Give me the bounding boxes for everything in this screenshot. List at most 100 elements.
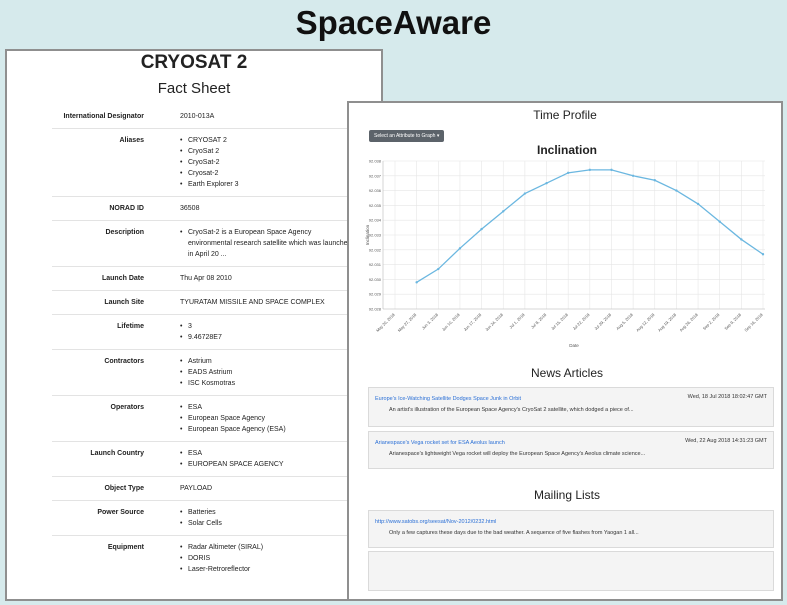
- fact-value-item: Solar Cells: [180, 518, 352, 529]
- x-tick-label: Jun 3, 2018: [421, 312, 440, 331]
- data-point: [653, 179, 656, 182]
- caret-down-icon: ▾: [436, 133, 440, 139]
- fact-value-item: EADS Astrium: [180, 367, 352, 378]
- fact-row: Launch Site TYURATAM MISSILE AND SPACE CO…: [52, 290, 352, 314]
- fact-label: Power Source: [97, 509, 144, 516]
- data-point: [675, 189, 678, 192]
- fact-label: Operators: [110, 404, 144, 411]
- y-tick-label: 92.029: [369, 292, 382, 297]
- fact-label: Launch Site: [104, 299, 144, 306]
- fact-label: Equipment: [107, 544, 144, 551]
- x-tick-label: Aug 26, 2018: [678, 312, 699, 333]
- data-point: [740, 238, 743, 241]
- fact-value-item: European Space Agency: [180, 413, 352, 424]
- news-date: Wed, 18 Jul 2018 18:02:47 GMT: [687, 394, 767, 400]
- fact-value: BatteriesSolar Cells: [180, 507, 352, 529]
- fact-value-item: CRYOSAT 2: [180, 135, 352, 146]
- x-axis-label: Date: [569, 343, 579, 348]
- mailing-card: http://www.satobs.org/seesat/Nov-2012/02…: [368, 510, 774, 548]
- data-point: [502, 210, 505, 213]
- news-articles-title: News Articles: [530, 366, 604, 380]
- fact-value: AstriumEADS AstriumISC Kosmotras: [180, 356, 352, 389]
- fact-value-item: Radar Altimeter (SIRAL): [180, 542, 352, 553]
- chart-title: Inclination: [537, 143, 597, 157]
- fact-value-item: Laser-Retroreflector: [180, 564, 352, 575]
- fact-row: Power Source BatteriesSolar Cells: [52, 500, 352, 535]
- mailing-card: [368, 551, 774, 591]
- fact-value: TYURATAM MISSILE AND SPACE COMPLEX: [180, 299, 325, 306]
- fact-label: Contractors: [104, 358, 144, 365]
- x-tick-label: Jul 22, 2018: [572, 312, 591, 331]
- fact-row: NORAD ID 36508: [52, 196, 352, 220]
- fact-value-item: ISC Kosmotras: [180, 378, 352, 389]
- news-card: Europe's Ice-Watching Satellite Dodges S…: [368, 387, 774, 427]
- y-tick-label: 92.028: [369, 307, 382, 312]
- x-tick-label: Jul 29, 2018: [593, 312, 612, 331]
- fact-label: International Designator: [63, 113, 144, 120]
- y-tick-label: 92.031: [369, 262, 382, 267]
- fact-row: Object Type PAYLOAD: [52, 476, 352, 500]
- fact-label: Launch Country: [90, 450, 144, 457]
- satellite-name: CRYOSAT 2: [140, 52, 248, 73]
- fact-value: CryoSat-2 is a European Space Agency env…: [180, 227, 352, 260]
- fact-value-item: Earth Explorer 3: [180, 179, 352, 190]
- x-tick-label: Aug 19, 2018: [657, 312, 678, 333]
- y-tick-label: 92.034: [369, 218, 382, 223]
- x-tick-label: Jul 8, 2018: [530, 312, 548, 330]
- y-tick-label: 92.037: [369, 173, 382, 178]
- mailing-snippet: Only a few captures these days due to th…: [389, 530, 639, 536]
- fact-value-item: Batteries: [180, 507, 352, 518]
- y-tick-label: 92.035: [369, 203, 382, 208]
- fact-value-item: 3: [180, 321, 352, 332]
- data-point: [523, 192, 527, 195]
- x-tick-label: Jun 17, 2018: [462, 312, 482, 332]
- news-snippet: An artist's illustration of the European…: [389, 407, 634, 413]
- data-point: [545, 182, 548, 185]
- mailing-link[interactable]: http://www.satobs.org/seesat/Nov-2012/02…: [375, 519, 497, 525]
- fact-row: Launch Date Thu Apr 08 2010: [52, 266, 352, 290]
- fact-value-item: 9.46728E7: [180, 332, 352, 343]
- fact-value: Radar Altimeter (SIRAL)DORISLaser-Retror…: [180, 542, 352, 575]
- x-tick-label: Sep 2, 2018: [702, 312, 721, 331]
- fact-value-item: ESA: [180, 402, 352, 413]
- fact-label: Object Type: [104, 485, 144, 492]
- fact-value: ESAEuropean Space AgencyEuropean Space A…: [180, 402, 352, 435]
- y-tick-label: 92.038: [369, 159, 382, 164]
- fact-value: Thu Apr 08 2010: [180, 275, 232, 282]
- x-tick-label: Jul 1, 2018: [508, 312, 526, 330]
- fact-value: 2010-013A: [180, 113, 215, 120]
- news-headline-link[interactable]: Europe's Ice-Watching Satellite Dodges S…: [375, 396, 522, 402]
- fact-row: Contractors AstriumEADS AstriumISC Kosmot…: [52, 349, 352, 395]
- app-title: SpaceAware: [295, 4, 492, 41]
- inclination-chart: 92.028 92.029 92.030 92.031 92.032 92.033 92.0…: [365, 159, 765, 348]
- fact-sheet-heading: Fact Sheet: [157, 80, 231, 97]
- data-point: [761, 253, 765, 256]
- y-tick-label: 92.032: [369, 247, 382, 252]
- fact-value-item: EUROPEAN SPACE AGENCY: [180, 459, 352, 470]
- news-card: Arianespace's Vega rocket set for ESA Ae…: [368, 431, 774, 469]
- data-point: [415, 281, 418, 284]
- data-point: [566, 171, 570, 175]
- news-headline-link[interactable]: Arianespace's Vega rocket set for ESA Ae…: [375, 440, 505, 446]
- data-point: [437, 267, 440, 271]
- y-tick-label: 92.036: [369, 188, 382, 193]
- fact-label: Aliases: [119, 137, 144, 144]
- fact-label: Launch Date: [101, 275, 144, 282]
- select-attribute-button[interactable]: Select an Attribute to Graph ▾: [369, 130, 445, 142]
- fact-value: CRYOSAT 2CryoSat 2CryoSat-2Cryosat-2Eart…: [180, 135, 352, 190]
- fact-value-item: ESA: [180, 448, 352, 459]
- select-attribute-label: Select an Attribute to Graph: [374, 133, 436, 139]
- fact-value: ESAEUROPEAN SPACE AGENCY: [180, 448, 352, 470]
- fact-row: Aliases CRYOSAT 2CryoSat 2CryoSat-2Cryosa…: [52, 128, 352, 196]
- fact-value-item: CryoSat-2 is a European Space Agency env…: [180, 227, 352, 260]
- fact-row: Launch Country ESAEUROPEAN SPACE AGENCY: [52, 441, 352, 476]
- data-point: [631, 174, 635, 177]
- news-date: Wed, 22 Aug 2018 14:31:23 GMT: [685, 438, 767, 444]
- fact-value-item: CryoSat-2: [180, 157, 352, 168]
- fact-row: Operators ESAEuropean Space AgencyEuropea…: [52, 395, 352, 441]
- x-tick-label: Jun 10, 2018: [441, 312, 461, 332]
- fact-label: Lifetime: [117, 323, 144, 330]
- fact-label: NORAD ID: [109, 205, 144, 212]
- fact-value-item: CryoSat 2: [180, 146, 352, 157]
- y-axis-label: Inclination: [365, 224, 370, 245]
